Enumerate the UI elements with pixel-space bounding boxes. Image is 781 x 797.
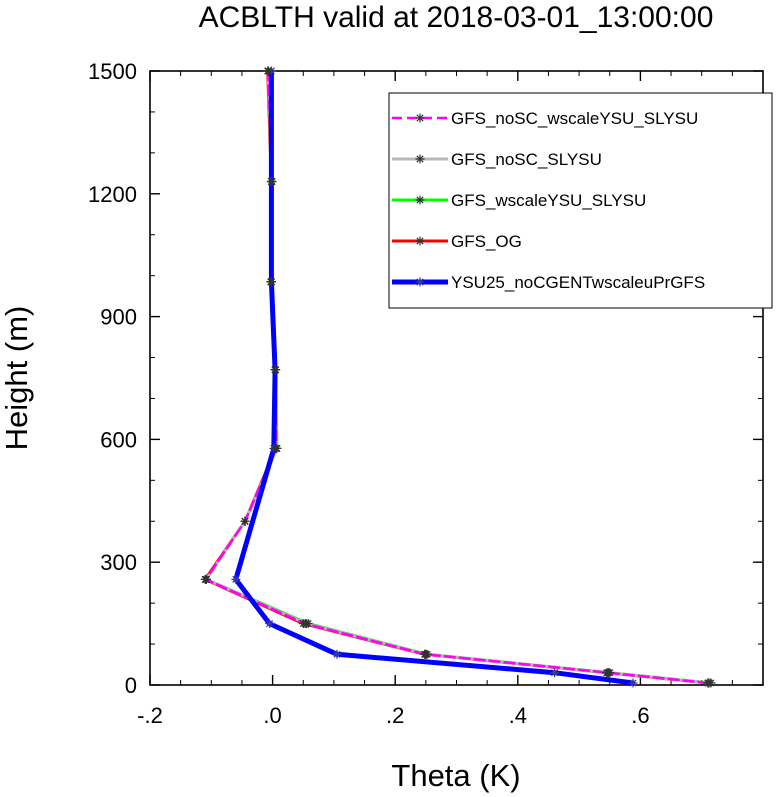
series-point	[231, 574, 241, 584]
series-point	[628, 678, 638, 688]
series-point	[332, 649, 342, 659]
series-point	[240, 516, 250, 526]
series-point	[270, 365, 280, 375]
x-tick-label: .4	[509, 703, 527, 728]
axis-ticks: -.2 .0 .2 .4 .6 0 300 600 900 1200 1500	[88, 59, 763, 728]
series-point	[703, 678, 713, 688]
series-point	[550, 668, 560, 678]
series-point	[265, 619, 275, 629]
y-tick-label: 1500	[88, 59, 137, 84]
series-point	[420, 649, 430, 659]
series-point	[263, 66, 273, 76]
legend-marker	[415, 236, 425, 246]
series-point	[300, 619, 310, 629]
legend-label: GFS_noSC_SLYSU	[451, 150, 602, 169]
legend-box	[388, 92, 773, 309]
x-tick-label: .6	[631, 703, 649, 728]
y-tick-label: 600	[100, 427, 137, 452]
series-point	[267, 177, 277, 187]
series-point	[201, 574, 211, 584]
x-tick-label: .2	[386, 703, 404, 728]
legend-marker	[415, 195, 425, 205]
series-point	[603, 668, 613, 678]
series-point	[271, 443, 281, 453]
legend: GFS_noSC_wscaleYSU_SLYSU GFS_noSC_SLYSU GF…	[388, 92, 773, 309]
legend-label: YSU25_noCGENTwscaleuPrGFS	[451, 273, 705, 292]
legend-marker	[415, 154, 425, 164]
legend-marker	[415, 277, 425, 287]
y-tick-label: 1200	[88, 182, 137, 207]
x-tick-label: -.2	[137, 703, 163, 728]
legend-label: GFS_wscaleYSU_SLYSU	[451, 191, 646, 210]
y-tick-label: 0	[125, 673, 137, 698]
x-tick-label: .0	[263, 703, 281, 728]
y-tick-label: 300	[100, 550, 137, 575]
legend-marker	[415, 113, 425, 123]
chart-title: ACBLTH valid at 2018-03-01_13:00:00	[199, 1, 714, 34]
x-axis-label: Theta (K)	[391, 758, 520, 793]
legend-label: GFS_OG	[451, 232, 522, 251]
y-axis-label: Height (m)	[0, 306, 34, 451]
series-layer	[200, 66, 716, 688]
y-tick-label: 900	[100, 305, 137, 330]
series-line-YSU25_noCGENTwscaleuPrGFS	[233, 68, 636, 686]
series-point	[266, 277, 276, 287]
legend-label: GFS_noSC_wscaleYSU_SLYSU	[451, 109, 698, 128]
